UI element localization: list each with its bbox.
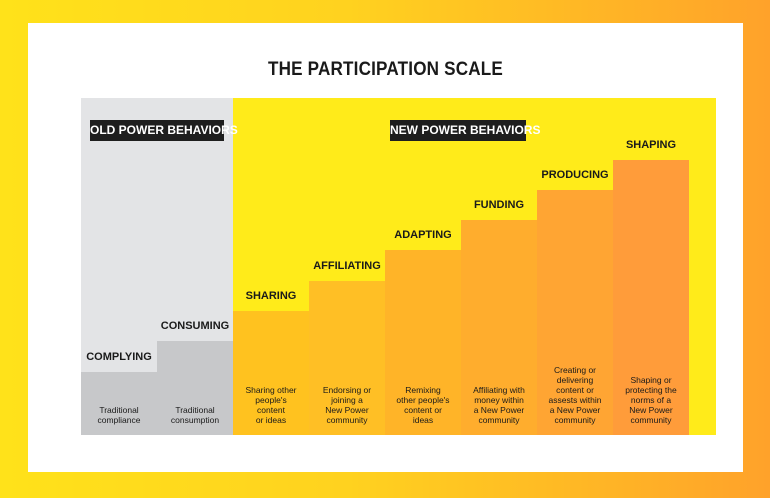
step-shaping [613,160,689,435]
step-description: Sharing other people's content or ideas [245,385,297,425]
step-producing [537,190,613,435]
step-funding [461,220,537,435]
step-label: AFFILIATING [313,260,381,272]
step-description: Endorsing or joining a New Power communi… [322,385,372,425]
step-description: Traditional compliance [97,405,141,425]
step-sharing [233,311,309,435]
old-power-label: OLD POWER BEHAVIORS [90,120,238,141]
step-description: Creating or delivering content or assest… [548,365,602,425]
diagram-card: THE PARTICIPATION SCALE OLD POWER BEHAVI… [28,23,743,472]
step-consuming [157,341,233,435]
step-description: Affiliating with money within a New Powe… [473,385,525,425]
step-label: CONSUMING [160,320,230,332]
step-adapting [385,250,461,435]
step-complying [81,372,157,435]
step-label: ADAPTING [394,229,452,241]
diagram-title: THE PARTICIPATION SCALE [267,59,503,80]
step-description: Traditional consumption [170,405,220,425]
step-label: PRODUCING [541,169,609,181]
step-label: SHAPING [625,139,677,151]
new-power-label: NEW POWER BEHAVIORS [390,120,540,141]
step-label: SHARING [245,290,297,302]
step-description: Shaping or protecting the norms of a New… [625,375,677,425]
step-label: COMPLYING [86,351,152,363]
step-affiliating [309,281,385,435]
step-label: FUNDING [473,199,525,211]
step-description: Remixing other people's content or ideas [396,385,450,425]
